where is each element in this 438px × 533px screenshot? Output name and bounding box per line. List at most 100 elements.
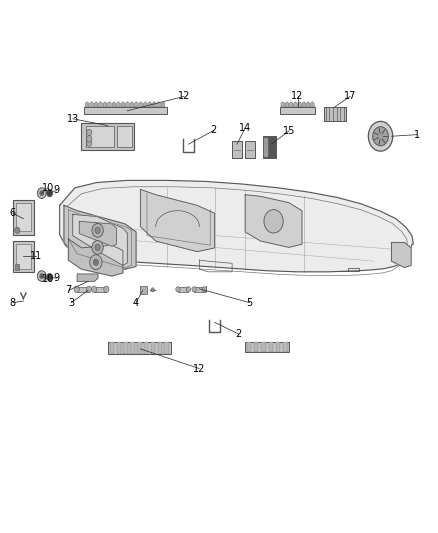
- Polygon shape: [265, 138, 267, 156]
- Polygon shape: [232, 141, 242, 158]
- Polygon shape: [108, 342, 171, 354]
- Text: 8: 8: [10, 297, 16, 308]
- Polygon shape: [324, 107, 346, 122]
- Polygon shape: [276, 342, 280, 352]
- Circle shape: [95, 227, 100, 233]
- Polygon shape: [245, 342, 289, 352]
- Circle shape: [192, 287, 196, 292]
- Circle shape: [87, 140, 92, 147]
- Polygon shape: [194, 287, 205, 292]
- Polygon shape: [77, 287, 89, 292]
- Circle shape: [74, 286, 79, 293]
- Polygon shape: [307, 102, 310, 107]
- Circle shape: [14, 227, 20, 233]
- Polygon shape: [285, 102, 289, 107]
- Text: 9: 9: [53, 185, 60, 196]
- Polygon shape: [64, 205, 136, 269]
- Polygon shape: [68, 239, 123, 276]
- Circle shape: [87, 130, 92, 136]
- Polygon shape: [281, 102, 285, 107]
- Polygon shape: [77, 274, 98, 281]
- Polygon shape: [141, 189, 215, 252]
- Text: 4: 4: [133, 297, 139, 308]
- Text: 5: 5: [247, 297, 253, 308]
- Polygon shape: [157, 102, 160, 107]
- Circle shape: [86, 286, 92, 293]
- Polygon shape: [117, 342, 121, 354]
- Polygon shape: [247, 342, 251, 352]
- Polygon shape: [311, 102, 314, 107]
- Text: 17: 17: [344, 91, 356, 101]
- Polygon shape: [130, 102, 134, 107]
- Polygon shape: [117, 126, 132, 147]
- Polygon shape: [254, 342, 258, 352]
- Text: 1: 1: [414, 130, 420, 140]
- Polygon shape: [134, 102, 138, 107]
- Circle shape: [40, 274, 43, 278]
- Polygon shape: [151, 342, 155, 354]
- Polygon shape: [164, 342, 169, 354]
- Text: 9: 9: [53, 273, 60, 283]
- Bar: [14, 264, 19, 270]
- Circle shape: [40, 191, 43, 195]
- Polygon shape: [13, 241, 34, 272]
- Circle shape: [176, 287, 180, 292]
- Text: 11: 11: [30, 251, 42, 261]
- Text: 10: 10: [42, 183, 54, 193]
- Polygon shape: [15, 244, 31, 269]
- Polygon shape: [137, 342, 141, 354]
- Polygon shape: [110, 342, 114, 354]
- Text: 2: 2: [211, 125, 217, 135]
- Polygon shape: [283, 342, 288, 352]
- Circle shape: [37, 271, 46, 281]
- Polygon shape: [94, 102, 98, 107]
- Polygon shape: [73, 214, 127, 265]
- Polygon shape: [268, 342, 273, 352]
- Circle shape: [264, 209, 283, 233]
- Text: 7: 7: [65, 286, 71, 295]
- Circle shape: [92, 286, 97, 293]
- Circle shape: [92, 240, 103, 254]
- Polygon shape: [84, 107, 166, 114]
- Polygon shape: [140, 286, 147, 294]
- Circle shape: [93, 259, 99, 265]
- Polygon shape: [81, 123, 134, 150]
- Polygon shape: [144, 102, 147, 107]
- Polygon shape: [108, 102, 111, 107]
- Polygon shape: [126, 102, 129, 107]
- Text: 12: 12: [193, 364, 205, 374]
- Polygon shape: [139, 102, 142, 107]
- Circle shape: [87, 136, 92, 142]
- Text: 6: 6: [10, 208, 16, 219]
- Polygon shape: [15, 203, 31, 231]
- Text: 12: 12: [291, 91, 304, 101]
- Circle shape: [46, 273, 53, 281]
- Circle shape: [186, 287, 191, 292]
- Polygon shape: [124, 342, 128, 354]
- Circle shape: [151, 288, 154, 292]
- Polygon shape: [261, 342, 265, 352]
- Polygon shape: [144, 342, 148, 354]
- Polygon shape: [152, 102, 156, 107]
- Polygon shape: [263, 136, 276, 158]
- Polygon shape: [302, 102, 306, 107]
- Polygon shape: [86, 126, 114, 147]
- Polygon shape: [13, 200, 34, 235]
- Circle shape: [368, 122, 393, 151]
- Polygon shape: [245, 195, 302, 247]
- Polygon shape: [85, 102, 89, 107]
- Circle shape: [202, 287, 207, 292]
- Polygon shape: [99, 102, 102, 107]
- Polygon shape: [280, 107, 315, 114]
- Circle shape: [92, 223, 103, 237]
- Circle shape: [90, 255, 102, 270]
- Polygon shape: [79, 221, 117, 246]
- Polygon shape: [94, 287, 106, 292]
- Text: 14: 14: [239, 123, 251, 133]
- Polygon shape: [148, 102, 152, 107]
- Polygon shape: [294, 102, 297, 107]
- Polygon shape: [158, 342, 162, 354]
- Circle shape: [373, 127, 389, 146]
- Polygon shape: [161, 102, 165, 107]
- Circle shape: [104, 286, 109, 293]
